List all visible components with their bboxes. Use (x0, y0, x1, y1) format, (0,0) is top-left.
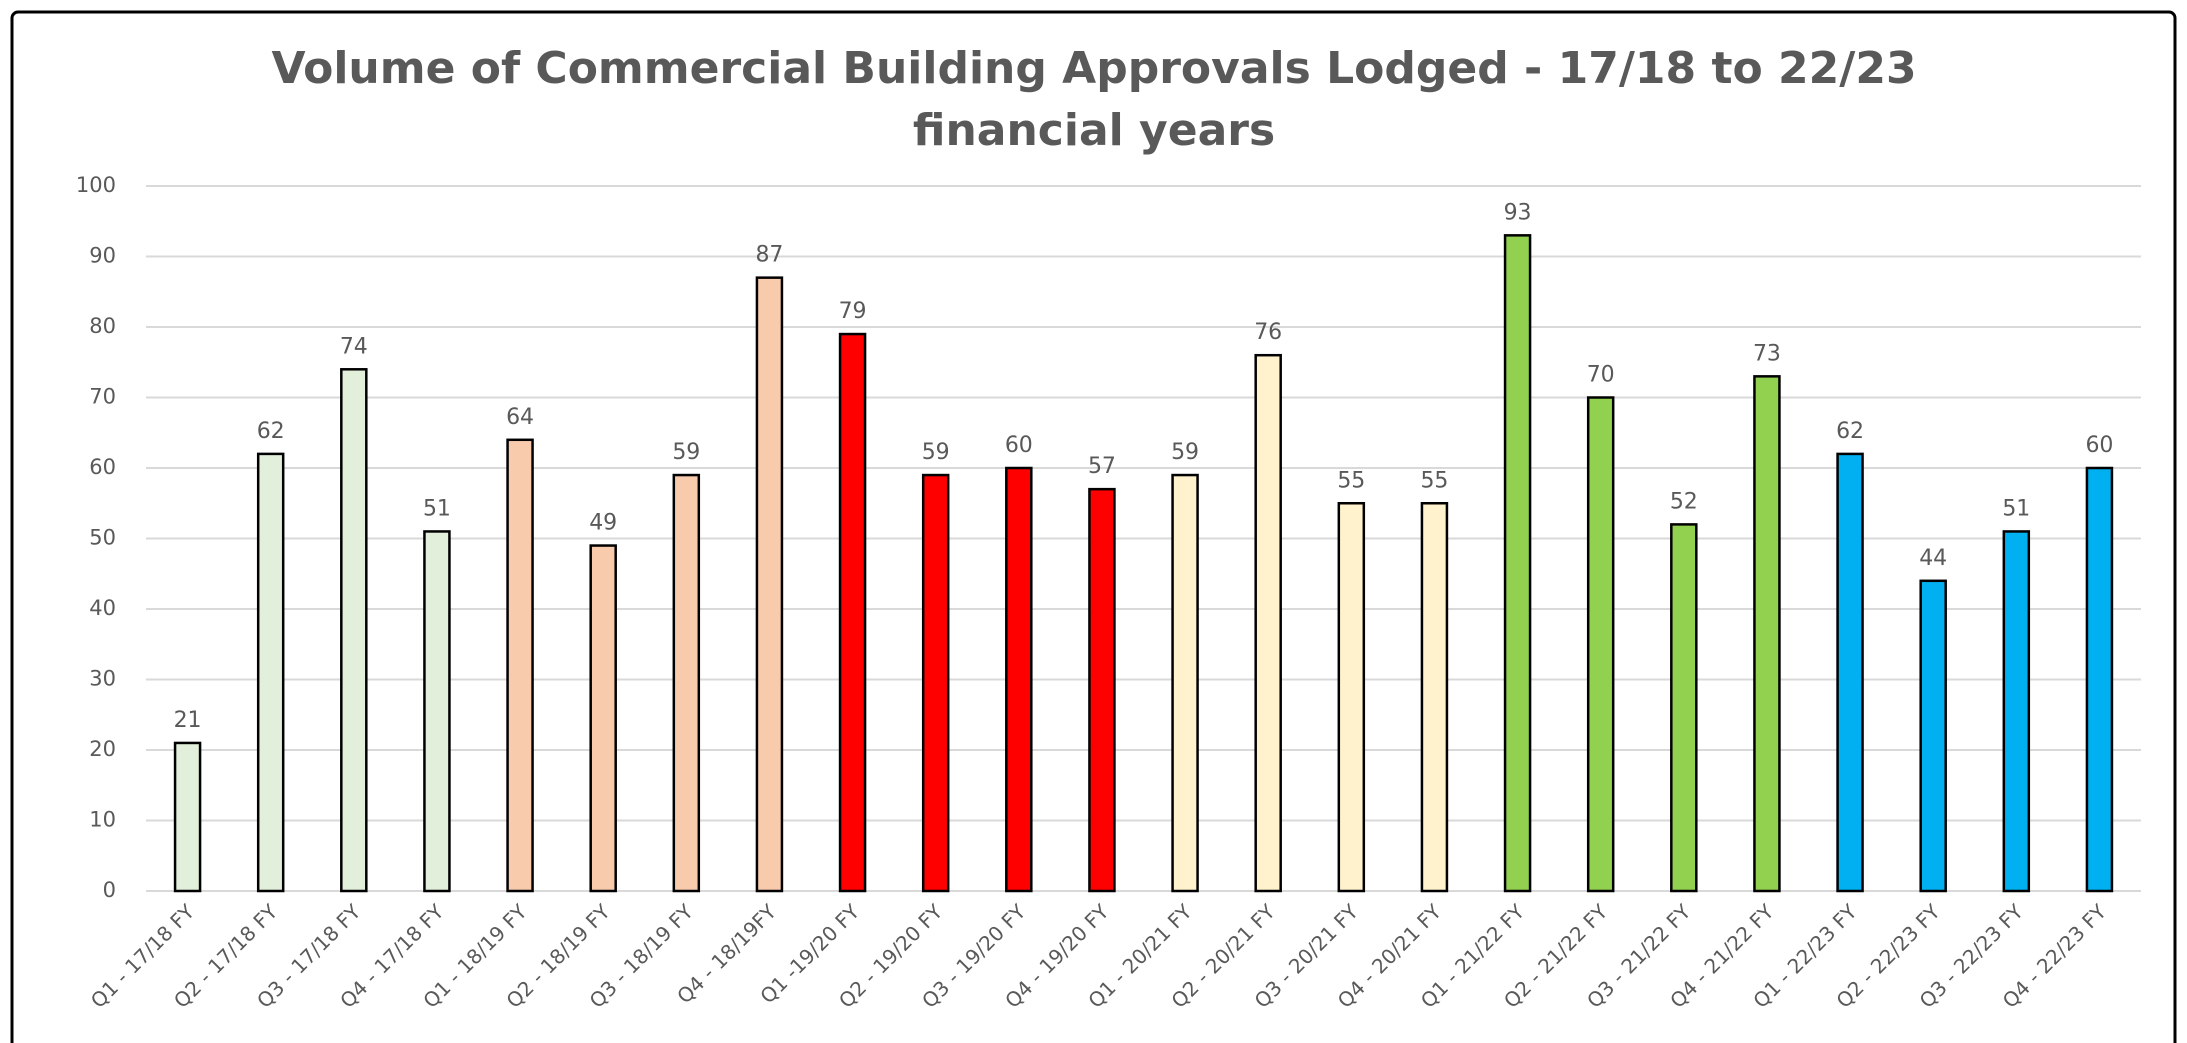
y-tick-label: 40 (89, 596, 116, 620)
bar (755, 276, 784, 893)
y-tick-label: 80 (89, 314, 116, 338)
data-label: 59 (922, 440, 950, 465)
data-label: 73 (1753, 341, 1781, 366)
data-label: 76 (1254, 320, 1282, 345)
y-tick-label: 60 (89, 455, 116, 479)
bar (1337, 502, 1366, 893)
data-label: 59 (672, 440, 700, 465)
bar (838, 332, 867, 893)
bar (1005, 466, 1033, 893)
data-label: 51 (423, 496, 451, 521)
bar (672, 473, 701, 893)
data-label: 62 (1836, 419, 1864, 444)
data-label: 57 (1088, 454, 1116, 479)
data-label: 60 (2085, 433, 2113, 458)
data-label: 74 (340, 334, 368, 359)
y-tick-label: 90 (89, 244, 116, 268)
bar (1753, 375, 1781, 893)
bar (1088, 487, 1116, 893)
bar (506, 438, 534, 893)
y-tick-label: 20 (89, 737, 116, 761)
y-tick-label: 30 (89, 667, 116, 691)
bar (1919, 579, 1947, 893)
bar (921, 473, 950, 893)
data-label: 60 (1005, 433, 1033, 458)
bar (1586, 396, 1615, 893)
y-tick-label: 70 (89, 385, 116, 409)
bar (1420, 502, 1449, 893)
data-label: 70 (1587, 363, 1615, 388)
y-tick-label: 50 (89, 526, 116, 550)
y-tick-label: 10 (89, 808, 116, 832)
data-label: 62 (257, 419, 285, 444)
bar (1254, 353, 1282, 893)
data-label: 87 (755, 243, 783, 268)
y-tick-label: 100 (76, 173, 116, 197)
data-label: 44 (1919, 546, 1947, 571)
data-label: 55 (1420, 468, 1448, 493)
data-label: 52 (1670, 489, 1698, 514)
bar (1171, 473, 1199, 893)
bar (340, 368, 368, 893)
bar (256, 452, 285, 893)
bar (423, 530, 451, 893)
bar (2085, 466, 2114, 893)
bar (173, 741, 202, 893)
chart-title: Volume of Commercial Building Approvals … (271, 43, 1917, 156)
data-label: 93 (1504, 200, 1532, 225)
data-label: 64 (506, 405, 534, 430)
data-label: 79 (839, 299, 867, 324)
bar (1503, 234, 1532, 893)
data-label: 49 (589, 511, 617, 536)
data-label: 59 (1171, 440, 1199, 465)
data-label: 51 (2002, 496, 2030, 521)
bar (1836, 452, 1864, 893)
bar (1670, 523, 1698, 893)
data-label: 21 (174, 708, 202, 733)
bar (589, 544, 617, 893)
data-label: 55 (1337, 468, 1365, 493)
y-tick-label: 0 (103, 878, 116, 902)
chart-border (10, 10, 2177, 1043)
bar (2002, 530, 2031, 893)
